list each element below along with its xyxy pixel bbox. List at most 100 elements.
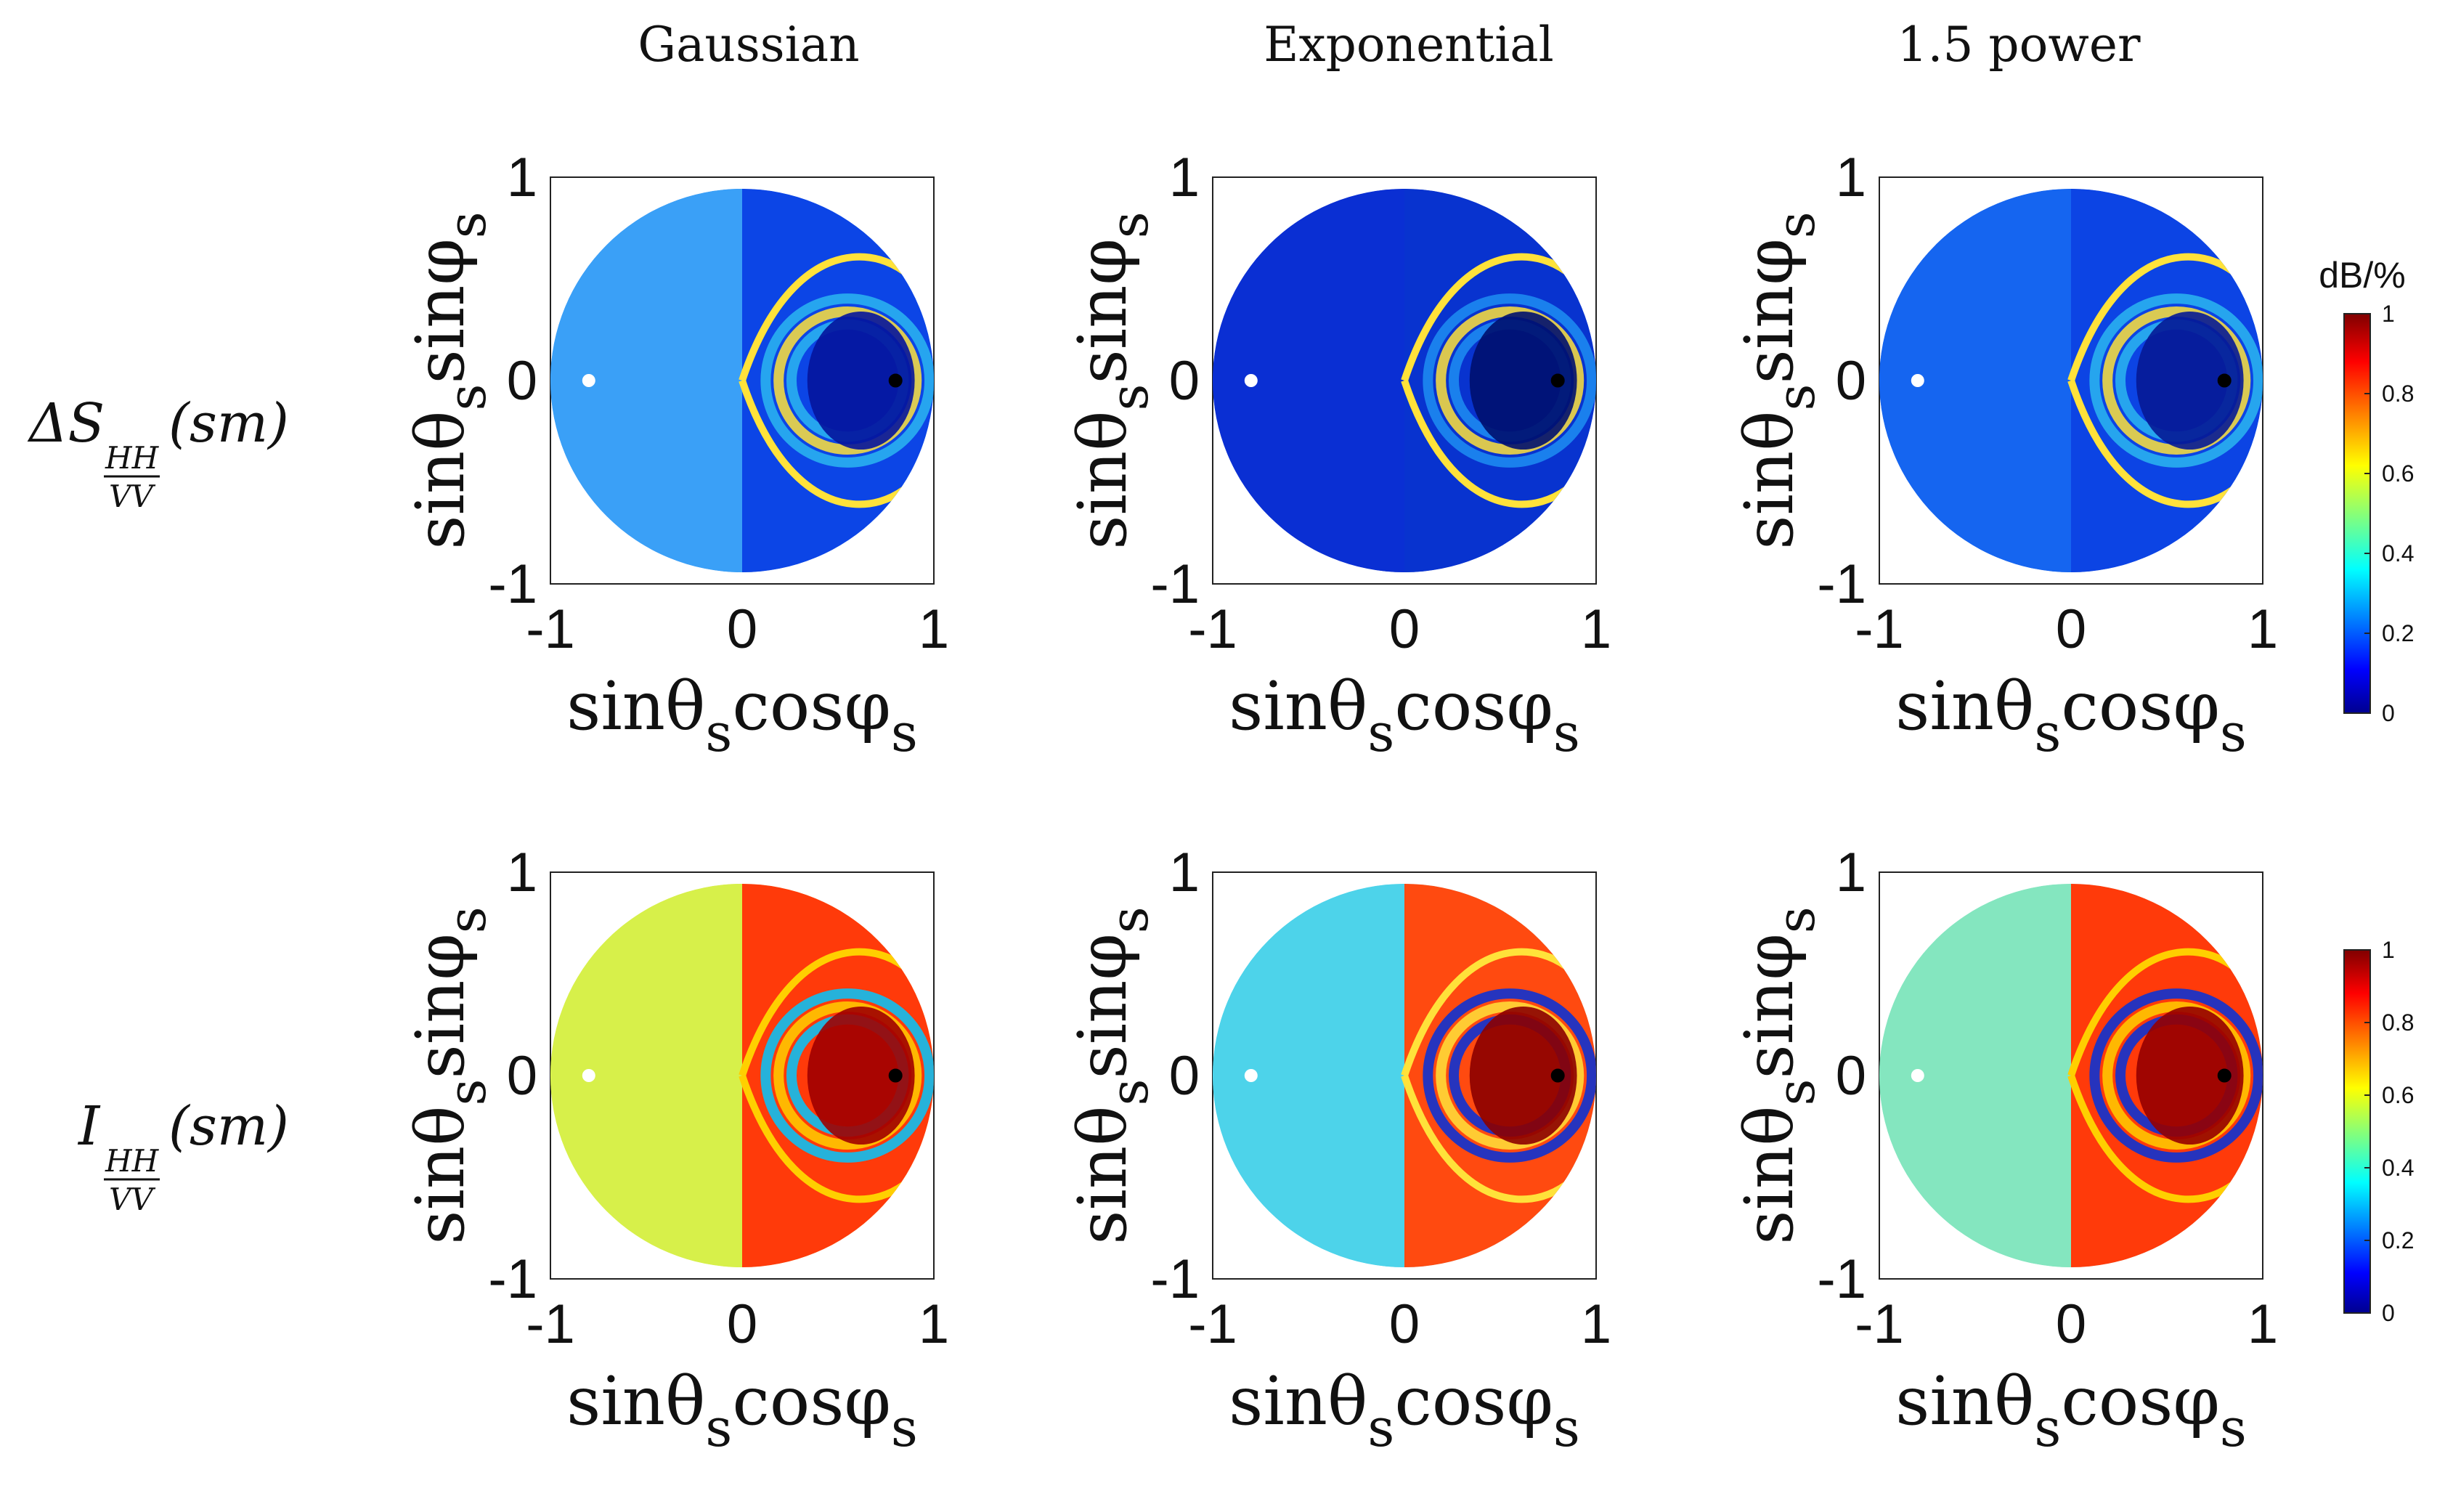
- heatmap-ring: [1436, 1001, 1585, 1150]
- heatmap-disk: [1879, 884, 2263, 1267]
- heatmap-ring: [1436, 306, 1585, 455]
- heatmap-core: [807, 1006, 915, 1145]
- heatmap-core: [807, 311, 915, 450]
- x-tick-label: 1: [1581, 598, 1611, 660]
- heatmap-core: [2136, 1006, 2244, 1145]
- x-tick-label: 1: [919, 1293, 949, 1355]
- row-label-delta-s-arg: (sm): [168, 392, 289, 455]
- x-tick-label: 0: [1389, 598, 1420, 660]
- marker-black: [2217, 373, 2232, 388]
- heatmap-core: [1469, 311, 1577, 450]
- heatmap-ring: [1423, 293, 1596, 468]
- x-tick-label: -1: [1188, 1293, 1237, 1355]
- heatmap-ring: [2102, 306, 2251, 455]
- y-axis-label: sinθssinφs: [1730, 211, 1826, 550]
- heatmap-ring: [1423, 988, 1596, 1163]
- colorbar-bottom-ticks: 0 0.2 0.4 0.6 0.8 1: [2364, 937, 2414, 1326]
- heatmap-disk: [1879, 189, 2263, 572]
- colorbar-top: dB/% 0 0.2 0.4 0.6 0.8 1: [2319, 255, 2414, 726]
- y-tick-label: -1: [1817, 553, 1866, 615]
- colorbar-top-title: dB/%: [2319, 255, 2406, 296]
- heatmap-disk: [1213, 884, 1596, 1267]
- marker-white: [1244, 374, 1258, 387]
- x-tick-label: 1: [2247, 1293, 2278, 1355]
- y-axis-label: sinθssinφs: [1064, 906, 1160, 1245]
- x-tick-label: -1: [1855, 598, 1904, 660]
- colorbar-tick-label: 0.4: [2382, 1155, 2414, 1181]
- marker-black: [1550, 373, 1565, 388]
- marker-white: [1244, 1069, 1258, 1082]
- heatmap-disk: [1213, 189, 1596, 572]
- x-tick-label: 0: [727, 598, 757, 660]
- marker-black: [1550, 1068, 1565, 1083]
- heatmap-ring: [773, 306, 922, 455]
- row-label-intensity-base: I: [77, 1095, 101, 1158]
- x-tick-label: 0: [1389, 1293, 1420, 1355]
- heatmap-disk: [550, 189, 934, 572]
- colorbar-tick-label: 0.2: [2382, 1227, 2414, 1253]
- colorbar-tick-label: 1: [2382, 937, 2395, 963]
- y-axis-label: sinθssinφs: [1064, 211, 1160, 550]
- y-tick-label: -1: [1817, 1248, 1866, 1310]
- y-tick-label: 1: [507, 147, 537, 208]
- x-axis-label: sinθscosφs: [1895, 667, 2247, 763]
- x-tick-label: -1: [526, 598, 575, 660]
- x-axis-label: sinθscosφs: [1229, 667, 1580, 763]
- row-label-intensity: I HH VV (sm): [77, 1095, 289, 1217]
- heatmap-ring: [2089, 988, 2263, 1163]
- column-title-gaussian: Gaussian: [638, 17, 859, 73]
- row-label-intensity-arg: (sm): [168, 1095, 289, 1158]
- colorbar-bottom-gradient: [2343, 949, 2371, 1314]
- colorbar-tick-label: 0: [2382, 1300, 2395, 1326]
- y-tick-label: 1: [507, 842, 537, 903]
- marker-white: [582, 1069, 595, 1082]
- y-tick-label: 0: [1169, 1045, 1200, 1107]
- column-title-exponential: Exponential: [1264, 17, 1554, 73]
- x-tick-label: 1: [1581, 1293, 1611, 1355]
- x-tick-label: 1: [2247, 598, 2278, 660]
- y-tick-label: 0: [507, 350, 537, 412]
- heatmap-core: [1469, 1006, 1577, 1145]
- colorbar-tick-label: 0.8: [2382, 381, 2414, 407]
- colorbar-tick-label: 0.6: [2382, 1082, 2414, 1108]
- colorbar-top-ticks: 0 0.2 0.4 0.6 0.8 1: [2364, 301, 2414, 726]
- y-tick-label: -1: [488, 1248, 537, 1310]
- colorbar-top-gradient: [2343, 313, 2371, 714]
- marker-black: [888, 1068, 903, 1083]
- row-label-delta-s-sub: HH: [105, 440, 160, 476]
- marker-white: [582, 374, 595, 387]
- heatmap-disk: [550, 884, 934, 1267]
- marker-black: [888, 373, 903, 388]
- x-tick-label: -1: [526, 1293, 575, 1355]
- y-tick-label: 0: [507, 1045, 537, 1107]
- row-label-intensity-den: VV: [109, 1182, 155, 1217]
- y-tick-label: 0: [1169, 350, 1200, 412]
- heatmap-ring: [2102, 1001, 2251, 1150]
- x-tick-label: 0: [727, 1293, 757, 1355]
- column-title-power: 1.5 power: [1897, 17, 2140, 73]
- y-tick-label: 1: [1169, 842, 1200, 903]
- colorbar-bottom: 0 0.2 0.4 0.6 0.8 1: [2343, 937, 2414, 1326]
- y-tick-label: 1: [1836, 842, 1866, 903]
- row-label-delta-s: ΔS HH VV (sm): [27, 392, 289, 514]
- x-tick-label: 1: [919, 598, 949, 660]
- row-label-intensity-sub: HH: [105, 1143, 160, 1179]
- marker-black: [2217, 1068, 2232, 1083]
- colorbar-tick-label: 0.2: [2382, 620, 2414, 646]
- x-axis-label: sinθscosφs: [566, 667, 918, 763]
- heatmap-ring: [760, 988, 934, 1163]
- heatmap-ring: [773, 1001, 922, 1150]
- colorbar-tick-label: 0.8: [2382, 1009, 2414, 1036]
- x-tick-label: -1: [1855, 1293, 1904, 1355]
- colorbar-tick-label: 0.4: [2382, 540, 2414, 566]
- y-tick-label: 1: [1836, 147, 1866, 208]
- heatmap-core: [2136, 311, 2244, 450]
- marker-white: [1911, 1069, 1924, 1082]
